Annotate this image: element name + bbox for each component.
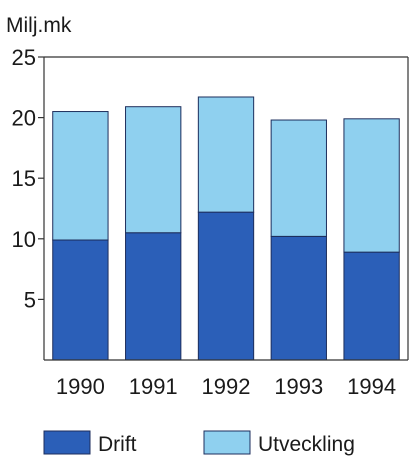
y-tick-label: 20 xyxy=(12,106,36,131)
legend: Drift Utveckling xyxy=(44,431,355,456)
x-tick-label: 1990 xyxy=(56,374,105,399)
legend-label-drift: Drift xyxy=(98,433,137,456)
x-tick-label: 1992 xyxy=(202,374,251,399)
plot-area xyxy=(53,97,400,360)
bar-drift-1990 xyxy=(53,240,108,360)
y-tick-label: 5 xyxy=(24,287,36,312)
x-tick-label: 1993 xyxy=(274,374,323,399)
bar-utveckling-1990 xyxy=(53,112,108,240)
y-axis-unit-label: Milj.mk xyxy=(6,14,72,37)
bar-utveckling-1991 xyxy=(126,107,181,233)
legend-swatch-utveckling xyxy=(204,431,250,454)
bar-drift-1994 xyxy=(344,252,399,360)
y-tick-label: 15 xyxy=(12,166,36,191)
bar-drift-1992 xyxy=(198,212,253,360)
y-tick-label: 25 xyxy=(12,45,36,70)
legend-swatch-drift xyxy=(44,431,90,454)
bar-utveckling-1993 xyxy=(271,120,326,236)
bar-utveckling-1994 xyxy=(344,119,399,252)
bar-utveckling-1992 xyxy=(198,97,253,212)
bar-drift-1993 xyxy=(271,236,326,360)
x-tick-label: 1994 xyxy=(347,374,396,399)
x-tick-label: 1991 xyxy=(129,374,178,399)
y-tick-label: 10 xyxy=(12,227,36,252)
bar-drift-1991 xyxy=(126,233,181,360)
legend-label-utveckling: Utveckling xyxy=(258,433,355,456)
